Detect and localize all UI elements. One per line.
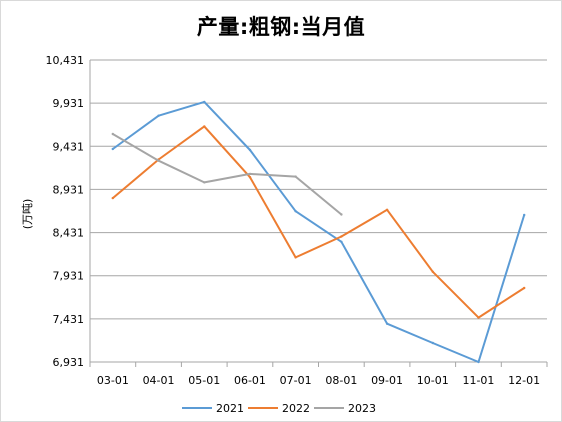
x-tick-label-4: 07-01 — [280, 374, 312, 387]
data-point-2022-0 — [111, 196, 115, 200]
series-lines — [111, 100, 526, 364]
data-point-2023-1 — [157, 159, 160, 162]
data-point-2023-2 — [203, 181, 206, 184]
legend-label-2023: 2023 — [348, 402, 376, 415]
legend: 2021 2022 2023 — [182, 402, 376, 415]
data-point-2022-2 — [203, 125, 206, 128]
y-tick-label-6: 9,931 — [53, 97, 85, 110]
x-tick-label-8: 11-01 — [462, 374, 494, 387]
data-point-2022-8 — [477, 316, 480, 319]
data-point-2023-4 — [294, 175, 297, 178]
y-tick-label-3: 8,431 — [53, 227, 85, 240]
data-point-2022-7 — [431, 270, 434, 273]
legend-item-2023: 2023 — [314, 402, 376, 415]
data-point-2021-3 — [248, 148, 252, 152]
x-tick-labels: 03-01 04-01 05-01 06-01 07-01 08-01 09-01 10-01… — [97, 374, 540, 387]
y-tick-label-5: 9,431 — [53, 140, 85, 153]
axes — [89, 60, 548, 367]
legend-item-2022: 2022 — [248, 402, 310, 415]
legend-label-2021: 2021 — [216, 402, 244, 415]
data-point-2022-4 — [294, 256, 297, 259]
y-tick-label-1: 7,431 — [53, 313, 85, 326]
data-point-2021-9 — [523, 213, 526, 217]
x-tick-label-0: 03-01 — [97, 374, 129, 387]
y-tick-labels: 6,931 7,431 7,931 8,431 8,931 9,431 9,931 10,43… — [46, 54, 85, 369]
legend-item-2021: 2021 — [182, 402, 244, 415]
data-point-2021-4 — [294, 210, 297, 213]
legend-label-2022: 2022 — [282, 402, 310, 415]
data-point-2022-3 — [248, 176, 252, 179]
data-point-2021-8 — [477, 360, 480, 364]
y-tick-label-2: 7,931 — [53, 270, 85, 283]
data-point-2021-1 — [157, 114, 160, 117]
x-tick-label-2: 05-01 — [188, 374, 220, 387]
data-point-2021-5 — [340, 240, 343, 243]
data-point-2021-0 — [111, 147, 115, 151]
data-point-2023-5 — [340, 213, 343, 216]
y-axis-label: (万吨) — [21, 199, 34, 230]
data-point-2023-3 — [248, 172, 252, 176]
y-tick-label-7: 10,431 — [46, 54, 85, 67]
x-tick-label-5: 08-01 — [325, 374, 357, 387]
data-point-2021-2 — [203, 100, 206, 104]
x-tick-label-6: 09-01 — [371, 374, 403, 387]
chart-title: 产量:粗钢:当月值 — [196, 15, 366, 39]
x-tick-label-3: 06-01 — [234, 374, 266, 387]
x-tick-label-1: 04-01 — [143, 374, 175, 387]
data-point-2021-7 — [431, 341, 434, 345]
x-tick-label-7: 10-01 — [417, 374, 449, 387]
y-tick-label-0: 6,931 — [53, 356, 85, 369]
data-point-2022-9 — [523, 286, 526, 290]
series-line-2022 — [111, 125, 526, 319]
series-line-2023 — [111, 133, 343, 216]
data-point-2022-5 — [340, 235, 343, 238]
data-point-2021-6 — [385, 322, 389, 325]
data-point-2023-0 — [111, 132, 115, 136]
x-tick-label-9: 12-01 — [508, 374, 540, 387]
series-line-2021 — [111, 100, 526, 363]
data-point-2022-6 — [385, 208, 389, 211]
y-tick-label-4: 8,931 — [53, 183, 85, 196]
